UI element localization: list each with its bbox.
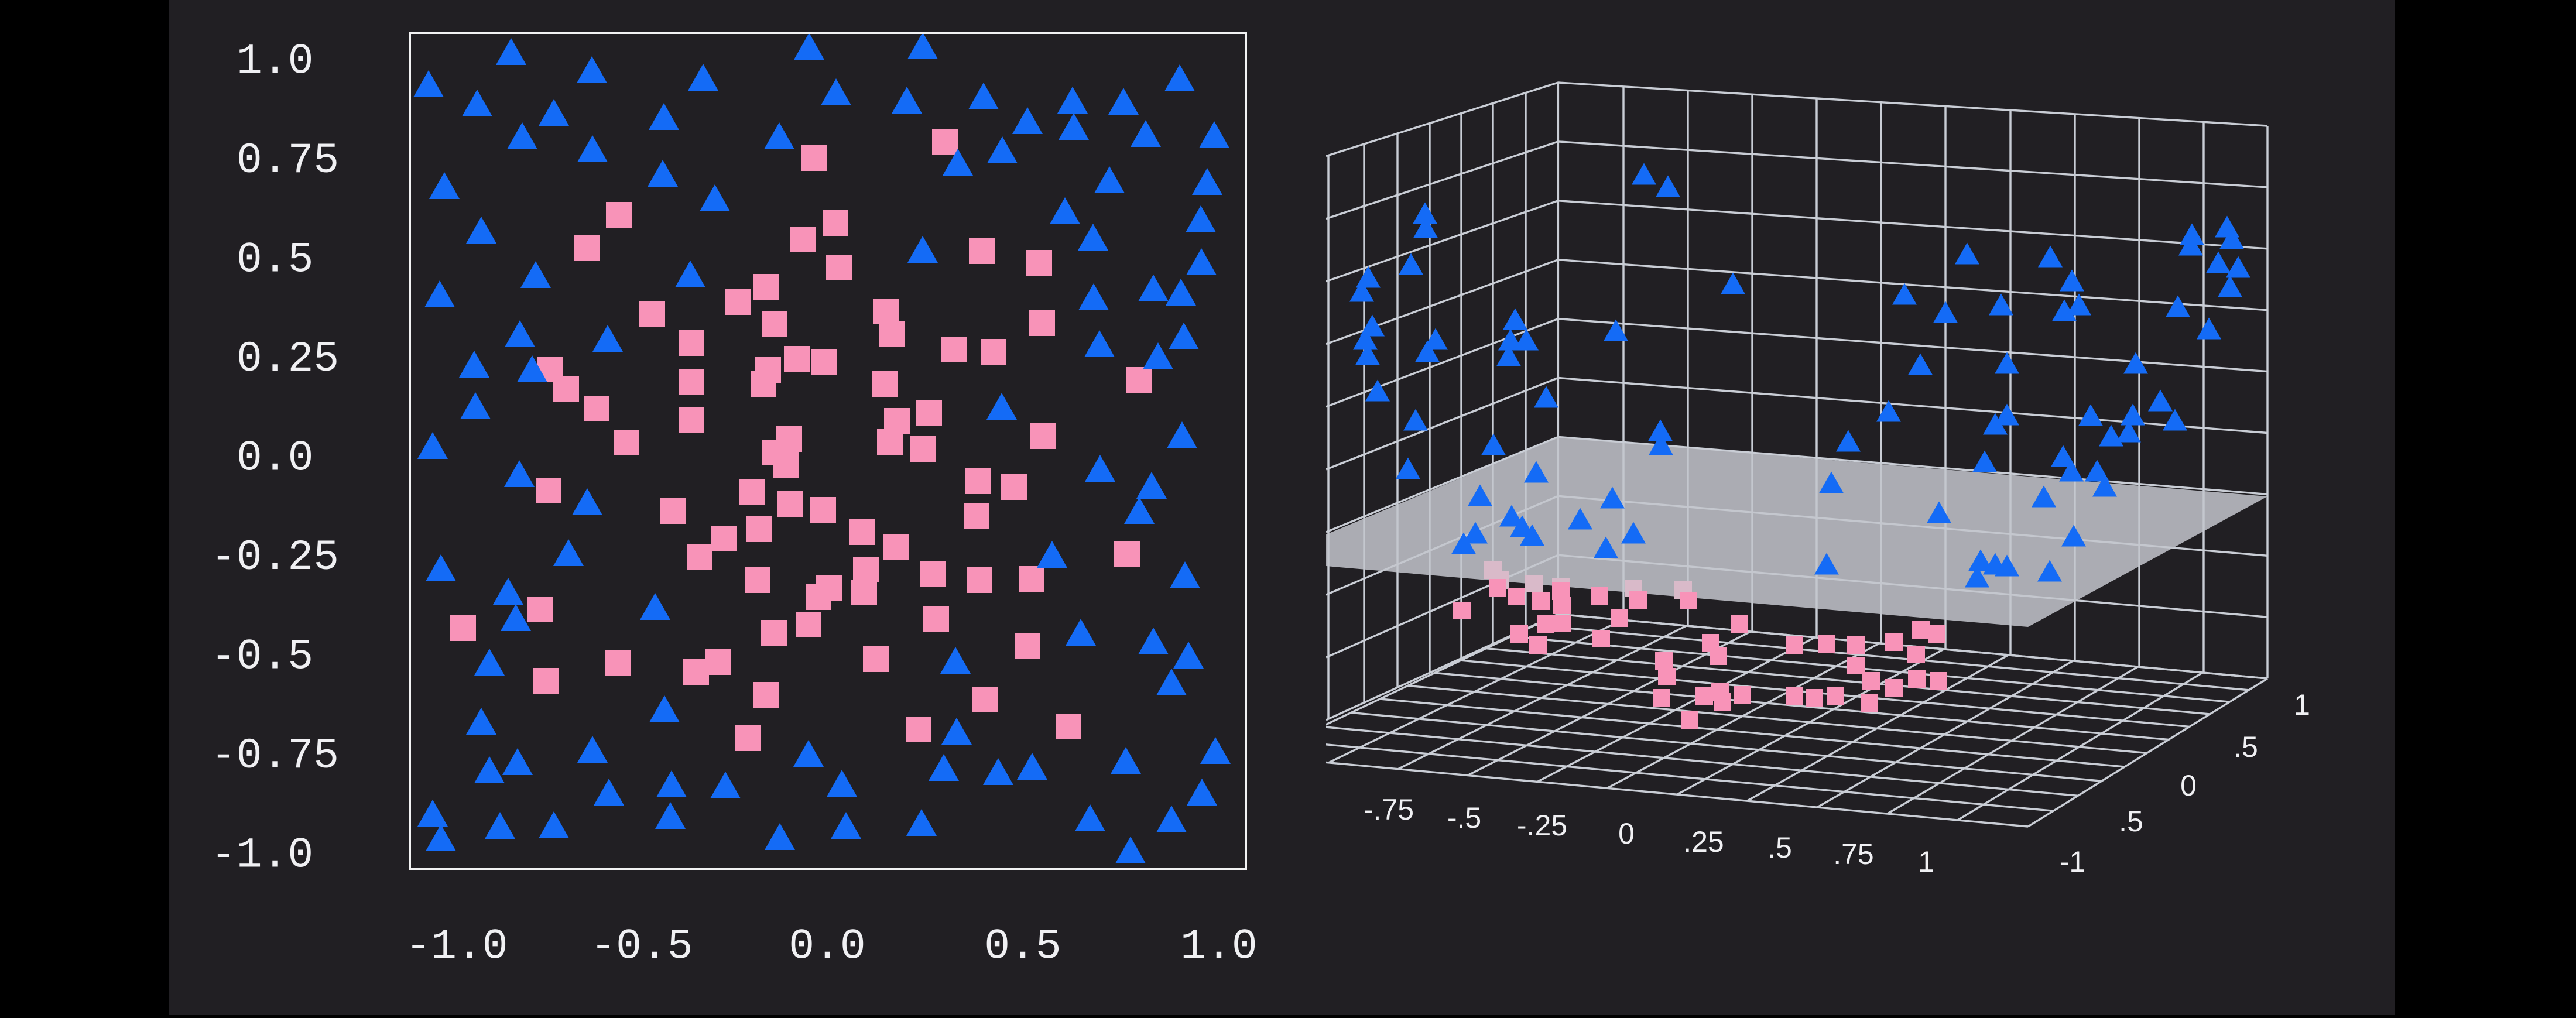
- svg-text:.5: .5: [1767, 831, 1792, 864]
- svg-text:-.5: -.5: [1447, 801, 1481, 834]
- svg-text:0: 0: [2180, 769, 2197, 802]
- svg-text:-0.25: -0.25: [211, 533, 339, 582]
- svg-text:.5: .5: [2119, 805, 2143, 838]
- svg-text:-1.0: -1.0: [211, 831, 313, 880]
- svg-text:0.5: 0.5: [984, 923, 1061, 971]
- svg-text:-1: -1: [2060, 845, 2085, 878]
- svg-text:.25: .25: [1683, 825, 1724, 858]
- svg-text:-.25: -.25: [1517, 809, 1567, 842]
- svg-text:1: 1: [2294, 688, 2310, 721]
- svg-text:1.0: 1.0: [1180, 923, 1257, 971]
- svg-text:0.25: 0.25: [237, 335, 339, 383]
- svg-text:-0.5: -0.5: [211, 633, 313, 681]
- svg-text:1.0: 1.0: [237, 37, 313, 86]
- svg-text:-0.5: -0.5: [590, 923, 693, 971]
- svg-text:1: 1: [1918, 845, 1934, 878]
- svg-text:0.5: 0.5: [237, 236, 313, 285]
- svg-text:-0.75: -0.75: [211, 732, 339, 780]
- svg-text:0.75: 0.75: [237, 136, 339, 185]
- svg-text:0.0: 0.0: [789, 923, 865, 971]
- svg-text:-.75: -.75: [1364, 793, 1414, 826]
- svg-text:.5: .5: [2234, 731, 2258, 763]
- svg-text:0: 0: [1618, 817, 1635, 850]
- svg-text:.75: .75: [1833, 838, 1874, 870]
- svg-text:0.0: 0.0: [237, 434, 313, 483]
- svg-text:-1.0: -1.0: [405, 923, 508, 971]
